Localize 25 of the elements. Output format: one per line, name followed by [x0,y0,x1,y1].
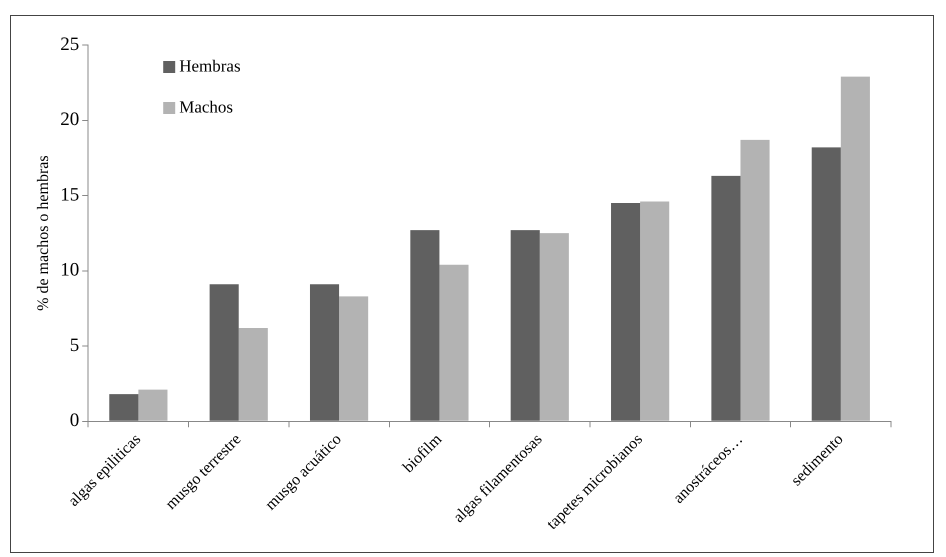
bar [410,230,440,421]
bar [238,328,268,421]
bar [640,202,670,421]
y-tick-label: 20 [60,109,80,130]
y-tick-label: 0 [70,410,80,432]
bar [611,203,640,421]
bar [339,296,368,421]
bar [138,390,168,421]
y-tick-label: 5 [70,334,80,356]
y-axis-title: % de machos o hembras [34,155,52,311]
bar [812,147,841,421]
bar [840,76,870,421]
bar [210,284,239,421]
y-tick-label: 15 [60,184,80,206]
bar [540,233,569,421]
bar [510,230,540,421]
bar [711,176,740,421]
y-tick-label: 25 [60,34,80,55]
bar [439,264,469,421]
bar [740,140,770,421]
y-tick-label: 10 [60,260,80,281]
bar [109,394,138,421]
legend-label: Machos [179,97,234,116]
legend-label: Hembras [179,56,241,76]
bar [310,284,340,421]
